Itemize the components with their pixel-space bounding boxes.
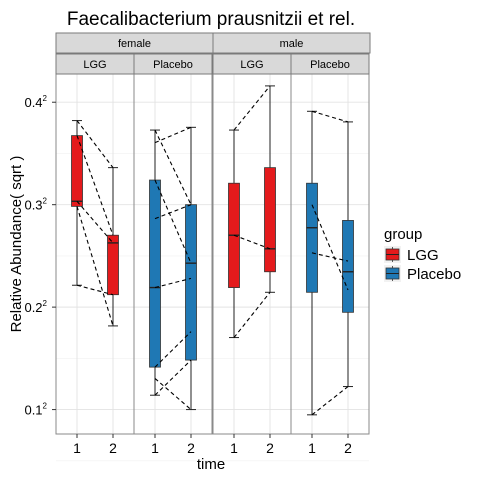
facet-strip-label-male: male bbox=[280, 38, 304, 50]
y-tick-label: 0.22 bbox=[24, 299, 47, 315]
box-male-LGG-t2 bbox=[264, 167, 276, 273]
panel-background bbox=[134, 74, 212, 434]
x-tick-label: 2 bbox=[266, 440, 274, 456]
x-tick-label: 2 bbox=[344, 440, 352, 456]
paired-line bbox=[76, 284, 114, 296]
facet-strip-group bbox=[133, 53, 213, 75]
facet-strip-label-Placebo: Placebo bbox=[310, 59, 350, 71]
paired-line bbox=[311, 110, 349, 123]
facet-strip-label-Placebo: Placebo bbox=[153, 59, 193, 71]
paired-line bbox=[154, 179, 192, 264]
x-tick-label: 1 bbox=[308, 440, 316, 456]
facet-strip-label-LGG: LGG bbox=[83, 59, 106, 71]
paired-line bbox=[233, 85, 271, 131]
box-female-Placebo-t1 bbox=[149, 179, 161, 368]
y-axis-label: Relative Abundance( sqrt ) bbox=[8, 156, 25, 333]
panel-background bbox=[56, 74, 134, 434]
facet-strip-label-female: female bbox=[118, 38, 151, 50]
paired-line bbox=[76, 135, 114, 236]
x-tick-label: 1 bbox=[151, 440, 159, 456]
paired-line bbox=[76, 200, 114, 244]
facet-strip-sex bbox=[212, 32, 371, 54]
box-male-Placebo-t2 bbox=[342, 220, 354, 313]
box-male-Placebo-t1 bbox=[306, 182, 318, 293]
legend-title: group bbox=[384, 226, 422, 243]
paired-line bbox=[154, 277, 192, 289]
y-tick-label: 0.32 bbox=[24, 197, 47, 213]
box-female-Placebo-t2 bbox=[185, 204, 197, 361]
legend: group LGG Placebo bbox=[384, 226, 461, 283]
chart-title: Faecalibacterium prausnitzii et rel. bbox=[67, 9, 355, 30]
x-tick-label: 2 bbox=[109, 440, 117, 456]
paired-line bbox=[154, 331, 192, 368]
facet-strip-label-LGG: LGG bbox=[240, 59, 263, 71]
facet-strip-group bbox=[290, 53, 370, 75]
y-tick-label: 0.42 bbox=[24, 94, 47, 110]
x-axis-label: time bbox=[197, 456, 225, 473]
x-tick-label: 2 bbox=[187, 440, 195, 456]
paired-line bbox=[154, 359, 192, 396]
legend-label-Placebo: Placebo bbox=[407, 266, 461, 283]
x-tick-label: 1 bbox=[73, 440, 81, 456]
panel-background bbox=[213, 74, 291, 434]
box-female-LGG-t2 bbox=[107, 234, 119, 296]
y-tick-label: 0.12 bbox=[24, 402, 47, 418]
paired-line bbox=[233, 291, 271, 338]
plot-area: female male LGG Placebo LGG Placebo 0.12 0.22 0.… bbox=[24, 32, 371, 462]
paired-line bbox=[311, 386, 349, 416]
paired-line bbox=[154, 378, 192, 410]
paired-line bbox=[76, 120, 114, 168]
paired-line bbox=[311, 252, 349, 262]
x-tick-label: 1 bbox=[230, 440, 238, 456]
panel-background bbox=[291, 74, 369, 434]
paired-line bbox=[311, 204, 349, 291]
legend-label-LGG: LGG bbox=[407, 247, 439, 264]
box-female-LGG-t1 bbox=[71, 135, 83, 207]
